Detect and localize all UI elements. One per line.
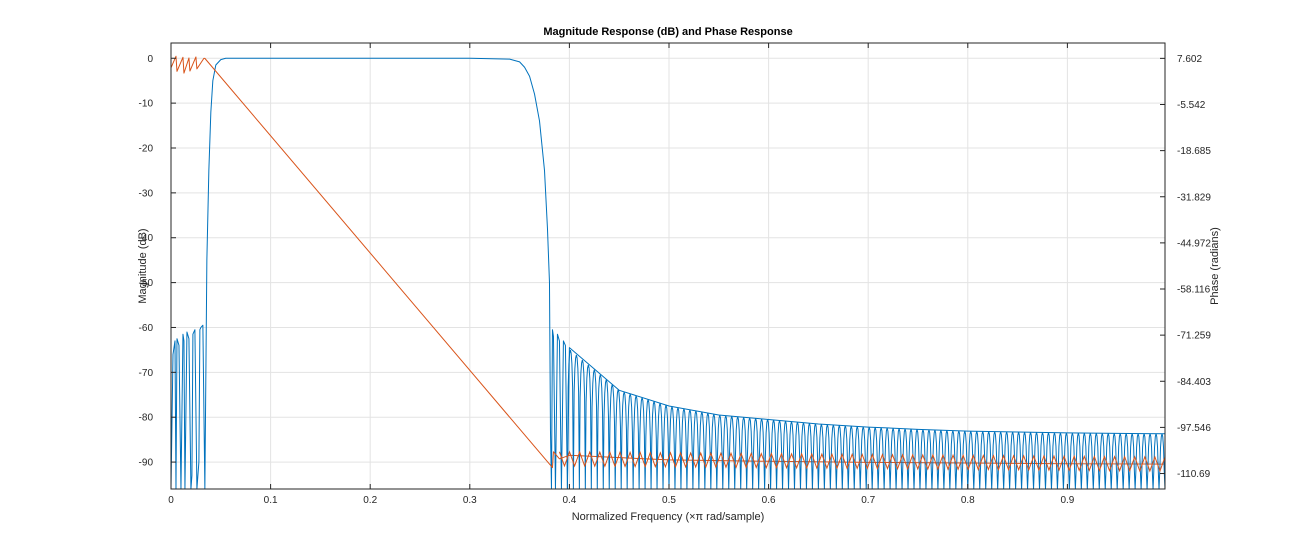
x-tick-label: 0.7: [861, 495, 875, 506]
y-tick-label-left: -80: [139, 413, 154, 424]
y-tick-label-left: -40: [139, 233, 154, 244]
x-tick-label: 0.6: [762, 495, 776, 506]
y-tick-label-right: -71.259: [1177, 331, 1211, 342]
x-axis-label: Normalized Frequency (×π rad/sample): [572, 511, 765, 523]
phase-stopband-ripple: [558, 450, 1165, 473]
y-tick-label-right: -58.116: [1177, 285, 1211, 296]
x-tick-label: 0.9: [1060, 495, 1074, 506]
y-tick-label-right: -84.403: [1177, 377, 1211, 388]
y-tick-label-right: 7.602: [1177, 54, 1202, 65]
grid: [170, 43, 1165, 489]
y-tick-label-left: -60: [139, 323, 154, 334]
y-tick-label-right: -31.829: [1177, 192, 1211, 203]
y-tick-label-left: 0: [147, 54, 153, 65]
x-tick-label: 0.3: [463, 495, 477, 506]
y-tick-label-right: -97.546: [1177, 423, 1211, 434]
x-tick-label: 0.1: [264, 495, 278, 506]
plot-area: [171, 43, 1165, 489]
y-tick-label-left: -70: [139, 368, 154, 379]
y-tick-label-left: -10: [139, 99, 154, 110]
magnitude-stopband-lobes: [566, 350, 1165, 489]
y-axis-label-right: Phase (radians): [1209, 227, 1221, 305]
y-tick-label-right: -18.685: [1177, 146, 1211, 157]
y-axis-label-left: Magnitude (dB): [137, 228, 149, 303]
y-tick-label-left: -30: [139, 188, 154, 199]
y-tick-label-left: -90: [139, 458, 154, 469]
x-tick-label: 0.4: [562, 495, 576, 506]
y-tick-label-right: -44.972: [1177, 238, 1211, 249]
x-tick-label: 0: [168, 495, 174, 506]
y-tick-label-left: -20: [139, 143, 154, 154]
data-series: [171, 55, 1165, 489]
tick-marks: [170, 43, 1165, 489]
y-tick-label-right: -110.69: [1177, 469, 1211, 480]
plot-frame: [170, 42, 1166, 490]
x-tick-label: 0.8: [961, 495, 975, 506]
y-tick-label-left: -50: [139, 278, 154, 289]
magnitude-response-line: [171, 57, 1165, 489]
x-tick-label: 0.5: [662, 495, 676, 506]
x-tick-label: 0.2: [363, 495, 377, 506]
y-tick-label-right: -5.542: [1177, 100, 1206, 111]
tick-labels: 0 0.1 0.2 0.3 0.4 0.5 0.6 0.7 0.8 0.9 0 -10 -20 -30 -4…: [139, 54, 1212, 506]
chart-title: Magnitude Response (dB) and Phase Respon…: [543, 26, 792, 38]
